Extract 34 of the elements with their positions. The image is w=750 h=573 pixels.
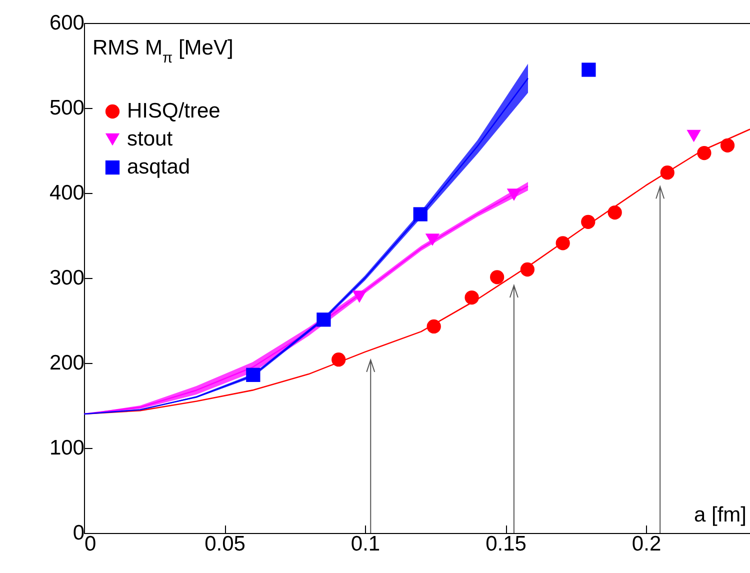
y-tick-label: 300 bbox=[49, 266, 84, 290]
point bbox=[425, 234, 440, 246]
x-tick-label: 0.2 bbox=[632, 532, 662, 556]
point bbox=[520, 262, 535, 277]
point bbox=[506, 188, 522, 201]
point bbox=[332, 352, 346, 367]
point bbox=[316, 312, 331, 327]
point bbox=[686, 130, 701, 142]
y-axis-title: RMS M$_{π}$ [MeV] bbox=[92, 36, 234, 66]
y-tick-label: 500 bbox=[49, 96, 84, 120]
point bbox=[556, 236, 570, 250]
point bbox=[352, 290, 366, 303]
y-tick-label: 200 bbox=[49, 352, 84, 374]
point bbox=[246, 368, 260, 382]
point bbox=[582, 62, 596, 77]
point bbox=[426, 319, 441, 334]
x-tick-label: 0.15 bbox=[486, 532, 526, 556]
point bbox=[608, 205, 622, 220]
point bbox=[660, 166, 674, 180]
y-tick-label: 600 bbox=[49, 12, 84, 34]
point bbox=[490, 270, 504, 284]
point bbox=[720, 138, 735, 152]
legend-label: HISQ/tree bbox=[127, 100, 220, 122]
legend-label: stout bbox=[127, 128, 173, 150]
x-axis-title: a [fm] bbox=[694, 504, 746, 526]
point bbox=[697, 146, 712, 160]
y-tick-label: 400 bbox=[49, 182, 84, 204]
point bbox=[581, 214, 596, 229]
x-tick-label: 0.05 bbox=[204, 532, 246, 556]
point bbox=[413, 207, 428, 222]
legend-label: asqtad bbox=[127, 156, 190, 178]
y-tick-label: 100 bbox=[49, 436, 84, 460]
point bbox=[464, 290, 479, 305]
x-tick-label: 0.1 bbox=[350, 532, 380, 556]
